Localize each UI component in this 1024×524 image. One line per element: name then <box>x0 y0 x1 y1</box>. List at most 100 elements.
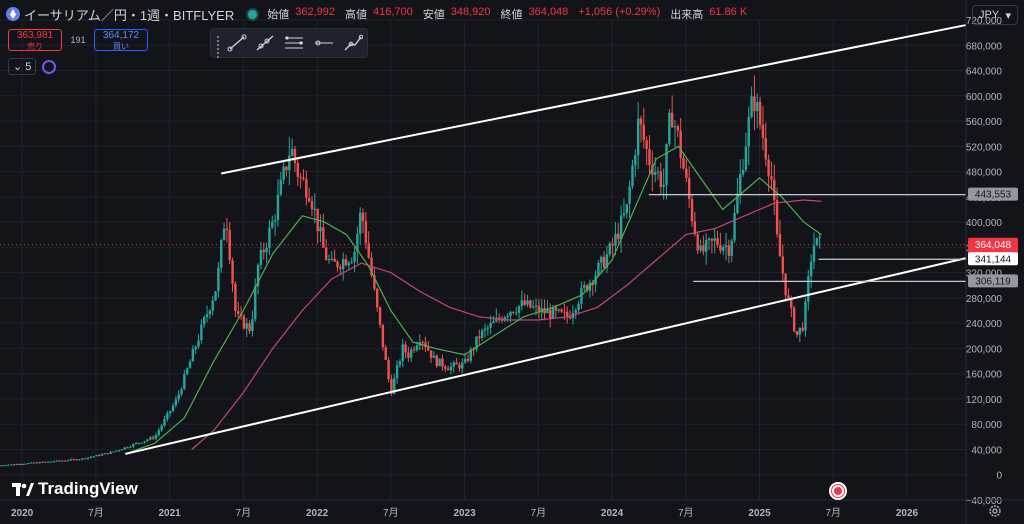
candle-body <box>636 118 640 156</box>
ma-green-line <box>125 145 822 455</box>
candle-body <box>282 166 285 180</box>
candle-body <box>682 158 685 169</box>
symbol-info[interactable]: イーサリアム／円・1週・BITFLYER <box>6 5 234 24</box>
candle-body <box>288 155 291 171</box>
candle-body <box>203 317 206 325</box>
candle-body <box>86 457 90 459</box>
candle-body <box>205 314 209 318</box>
candle-body <box>444 366 447 369</box>
sell-price: 363,981 <box>16 30 54 41</box>
candle-body <box>339 267 342 270</box>
candle-body <box>787 295 790 299</box>
candle-body <box>41 461 44 463</box>
high-value: 416,700 <box>373 6 413 18</box>
candle-body <box>384 347 387 360</box>
candle-body <box>276 194 280 220</box>
candle-body <box>347 262 351 266</box>
y-tick-label: 280,000 <box>966 294 1003 305</box>
price-label: 306,119 <box>975 276 1011 287</box>
price-label: 364,048 <box>975 240 1012 251</box>
indicator-row: ⌄ 5 <box>8 58 57 75</box>
candle-body <box>285 166 288 171</box>
candle-body <box>29 462 33 464</box>
candle-body <box>792 307 796 332</box>
candle-body <box>327 259 331 261</box>
candle-body <box>466 358 470 361</box>
candle-body <box>75 459 78 461</box>
y-tick-label: 560,000 <box>966 117 1003 128</box>
x-tick-label: 7月 <box>531 507 547 519</box>
ethereum-icon <box>6 7 20 21</box>
close-value: 364,048 <box>528 6 569 18</box>
drag-handle-icon[interactable] <box>217 36 219 58</box>
candle-body <box>756 101 759 112</box>
candle-body <box>265 247 268 253</box>
candle-body <box>254 286 257 320</box>
candle-body <box>804 301 807 331</box>
candle-body <box>293 149 297 164</box>
x-tick-label: 2021 <box>158 508 181 519</box>
parallel-channel-icon[interactable] <box>283 32 305 54</box>
candle-body <box>432 355 436 358</box>
candle-body <box>645 140 648 149</box>
indicator-toggle[interactable]: ⌄ 5 <box>8 58 37 75</box>
candle-body <box>231 260 234 284</box>
candle-body <box>446 368 450 371</box>
candle-body <box>710 238 714 241</box>
candle-body <box>489 323 492 328</box>
candle-body <box>707 238 711 240</box>
candle-body <box>801 327 804 331</box>
candle-body <box>341 259 345 270</box>
candle-body <box>126 447 129 449</box>
horizontal-ray-icon[interactable] <box>313 32 335 54</box>
candle-body <box>378 307 382 325</box>
market-status-icon[interactable] <box>248 9 258 19</box>
tradingview-logo[interactable]: TradingView <box>12 479 138 499</box>
buy-price: 364,172 <box>102 30 140 41</box>
candle-body <box>174 399 178 406</box>
candle-body <box>373 275 376 289</box>
candle-body <box>421 342 424 344</box>
candle-body <box>185 368 189 375</box>
candle-body <box>520 300 524 307</box>
tradingview-logo-icon <box>12 482 34 496</box>
buy-label: 買い <box>113 42 129 51</box>
indicator-count: 5 <box>25 61 32 73</box>
candle-body <box>163 419 166 426</box>
trend-line-icon[interactable] <box>227 32 247 54</box>
candle-body <box>631 165 634 187</box>
y-tick-label: 80,000 <box>971 420 1002 431</box>
candle-body <box>517 306 521 313</box>
candle-body <box>554 307 558 311</box>
candle-body <box>78 459 81 461</box>
candle-body <box>356 234 359 252</box>
candle-body <box>784 273 787 296</box>
y-tick-label: 320,000 <box>966 269 1003 280</box>
buy-button[interactable]: 364,172 買い <box>94 29 148 51</box>
indicator-settings-icon[interactable] <box>42 59 57 74</box>
candle-body <box>665 144 668 185</box>
grid <box>0 19 966 501</box>
sell-button[interactable]: 363,981 売り <box>8 29 62 51</box>
gear-icon[interactable] <box>988 504 1002 518</box>
candle-body <box>381 324 385 348</box>
symbol-title[interactable]: イーサリアム／円・1週・BITFLYER <box>24 7 235 23</box>
currency-selector[interactable]: JPY ▾ <box>972 5 1018 25</box>
candle-body <box>242 315 246 329</box>
replay-record-icon[interactable] <box>829 482 847 500</box>
candle-body <box>679 130 682 159</box>
path-icon[interactable] <box>343 32 363 54</box>
candle-body <box>307 197 311 202</box>
candle-body <box>761 124 765 138</box>
ray-icon[interactable] <box>255 32 275 54</box>
candle-body <box>676 126 680 131</box>
candle-body <box>537 305 541 313</box>
candle-body <box>617 233 620 240</box>
candle-body <box>10 464 13 466</box>
candle-body <box>659 171 663 188</box>
candles <box>0 75 821 467</box>
candle-body <box>322 227 325 248</box>
candle-body <box>38 462 41 464</box>
candle-body <box>168 410 172 414</box>
